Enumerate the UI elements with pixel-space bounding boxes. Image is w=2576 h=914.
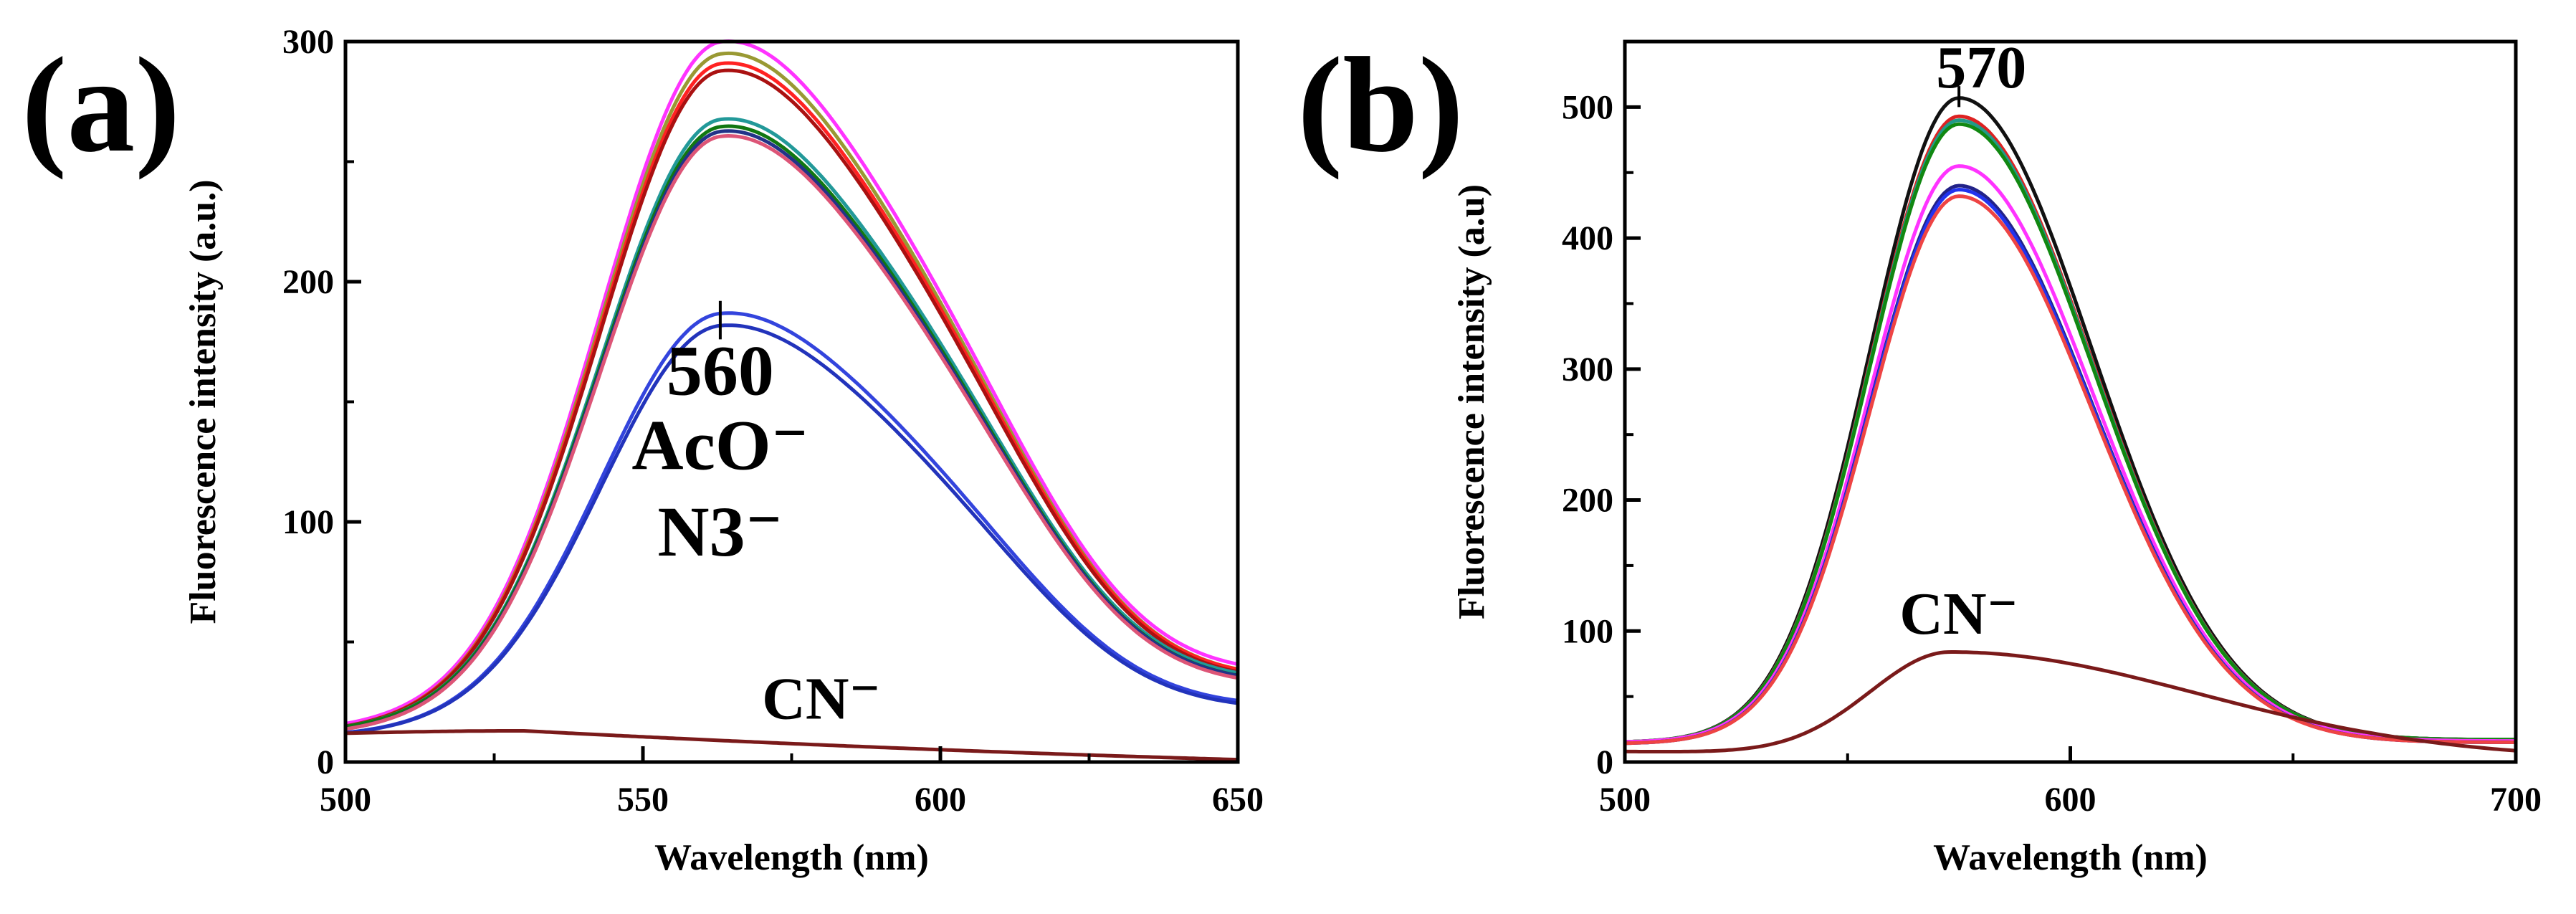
series-line-8	[1624, 650, 2517, 753]
series-line-7	[1624, 194, 2516, 746]
x-tick-label: 600	[915, 781, 966, 819]
annotation-label: CN⁻	[762, 666, 881, 733]
series-line-9	[345, 323, 1239, 735]
y-tick-label: 100	[282, 503, 334, 541]
x-axis-title: Wavelength (nm)	[1933, 837, 2208, 878]
panel-label: (a)	[22, 30, 181, 181]
chart-panel-b: 500 600 700 0 100 200 300 400 500 Wavelength (nm)…	[1297, 30, 2542, 878]
x-axis-title: Wavelength (nm)	[654, 837, 929, 878]
x-tick-label: 650	[1212, 781, 1264, 819]
y-axis-title: Fluorescence intensity (a.u.)	[183, 179, 224, 624]
y-tick-label: 200	[282, 263, 334, 301]
plot-frame	[1623, 39, 2518, 764]
series-line-2	[1624, 118, 2516, 744]
series-line-0	[1624, 96, 2516, 744]
y-tick-label: 100	[1562, 612, 1613, 650]
y-tick-label: 300	[1562, 351, 1613, 389]
series-line-6	[1624, 187, 2516, 746]
y-tick-label: 500	[1562, 88, 1613, 126]
series-line-3	[345, 68, 1239, 728]
x-tick-label: 600	[2045, 781, 2096, 819]
x-tick-label: 500	[1599, 781, 1651, 819]
y-axis-title: Fluorescence intensity (a.u)	[1451, 184, 1492, 619]
y-tick-label: 300	[282, 23, 334, 61]
y-tick-label: 0	[1596, 743, 1613, 781]
y-tick-label: 200	[1562, 482, 1613, 520]
x-tick-label: 550	[617, 781, 669, 819]
series-line-4	[1624, 164, 2516, 744]
x-tick-label: 700	[2490, 781, 2542, 819]
annotation-label: 560	[667, 330, 774, 410]
y-tick-label: 0	[317, 743, 334, 781]
x-tick-label: 500	[320, 781, 371, 819]
annotation-label: N3⁻	[657, 492, 783, 571]
series-line-0	[345, 39, 1239, 725]
series-line-1	[1624, 114, 2516, 744]
chart-panel-a: 500 550 600 650 0 100 200 300 Wavelength (nm) Flu…	[22, 23, 1264, 878]
annotation-label: 570	[1936, 34, 2026, 101]
y-tick-label: 400	[1562, 219, 1613, 257]
series-line-3	[1624, 122, 2516, 744]
series-line-5	[1624, 184, 2516, 746]
series-line-7	[345, 133, 1239, 731]
annotation-label: CN⁻	[1899, 581, 2018, 647]
panel-label: (b)	[1297, 30, 1464, 181]
annotation-label: AcO⁻	[631, 405, 808, 485]
